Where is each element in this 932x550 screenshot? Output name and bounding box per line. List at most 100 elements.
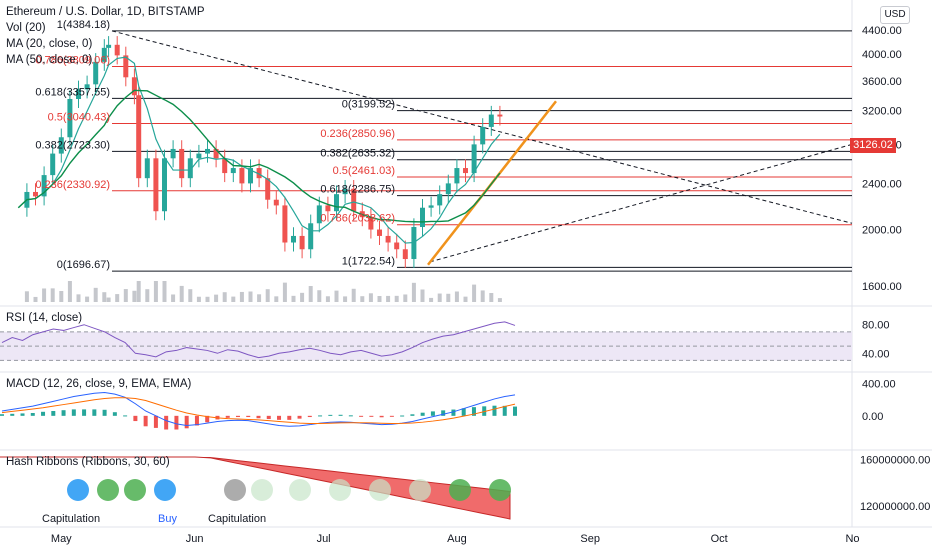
candle-body-43 — [377, 229, 382, 236]
hash-signal-4 — [224, 479, 246, 501]
candle-body-3 — [41, 175, 47, 197]
macd-hist-42 — [430, 411, 435, 416]
volume-bar-33 — [291, 295, 296, 302]
candle-body-45 — [394, 242, 400, 250]
macd-hist-27 — [277, 415, 282, 420]
hash-signal-11 — [489, 479, 511, 501]
macd-hist-2 — [20, 413, 25, 416]
volume-bar-18 — [162, 281, 167, 302]
price-tick-6: 4000.00 — [862, 49, 902, 61]
macd-hist-5 — [51, 411, 56, 416]
macd-hist-14 — [143, 415, 148, 427]
macd-hist-11 — [112, 412, 117, 416]
volume-bar-11 — [106, 297, 111, 302]
volume-bar-10 — [102, 292, 107, 302]
hash-signal-8 — [369, 479, 391, 501]
candle-body-31 — [273, 199, 279, 206]
price-tick-5: 3600.00 — [862, 76, 902, 88]
volume-bar-43 — [377, 296, 382, 302]
candle-body-10 — [101, 47, 107, 62]
time-tick-1: Jun — [186, 533, 204, 545]
macd-hist-46 — [471, 407, 476, 416]
volume-bar-3 — [42, 288, 47, 302]
candle-body-6 — [67, 98, 73, 138]
volume-bar-36 — [317, 290, 322, 302]
candle-body-42 — [368, 217, 374, 230]
indicator-vol[interactable]: Vol (20) — [6, 22, 46, 34]
time-tick-5: Oct — [711, 533, 728, 545]
fib-label-6: 0(1696.67) — [57, 259, 110, 271]
candle-body-51 — [445, 183, 451, 195]
candle-body-9 — [93, 61, 99, 85]
time-tick-3: Aug — [447, 533, 467, 545]
candle-body-49 — [428, 205, 434, 208]
fib-label-4: 0.382(2723.30) — [35, 139, 110, 151]
macd-hist-30 — [307, 415, 312, 418]
fib-labels: 1(4384.18) 0.786(3809.06) 0.618(3357.55) 0.… — [35, 19, 395, 271]
candle-body-57 — [497, 114, 503, 117]
fib-levels — [112, 30, 852, 272]
currency-button[interactable]: USD — [880, 6, 910, 24]
volume-bar-27 — [239, 291, 244, 302]
hash-ribbons-pane[interactable]: Capitulation Buy Capitulation 120000000.00 1… — [0, 454, 930, 525]
volume-bar-35 — [308, 286, 313, 302]
volume-bar-29 — [257, 294, 262, 302]
macd-line — [1, 391, 516, 427]
macd-hist-13 — [133, 415, 138, 422]
volume-bar-56 — [489, 293, 494, 302]
candle-body-2 — [33, 191, 38, 197]
volume-bar-4 — [50, 288, 55, 302]
volume-bar-41 — [360, 296, 365, 302]
macd-pane[interactable]: 0.00 400.00 — [0, 379, 896, 430]
downtrend-line — [111, 30, 853, 224]
price-candles[interactable] — [24, 36, 503, 269]
candle-body-20 — [179, 148, 185, 179]
hash-tick-0: 120000000.00 — [860, 501, 930, 513]
candle-body-30 — [265, 178, 271, 200]
chart-title: Ethereum / U.S. Dollar, 1D, BITSTAMP — [6, 6, 205, 18]
volume-bar-16 — [145, 289, 150, 302]
volume-bar-34 — [300, 292, 305, 302]
candle-body-12 — [114, 44, 120, 56]
hash-signal-5 — [251, 479, 273, 501]
macd-hist-40 — [410, 414, 415, 416]
time-tick-6: No — [845, 533, 859, 545]
macd-hist-43 — [441, 410, 446, 416]
fib-label-3: 0.5(3040.43) — [48, 112, 110, 124]
macd-title[interactable]: MACD (12, 26, close, 9, EMA, EMA) — [6, 378, 192, 390]
candle-body-7 — [76, 89, 81, 99]
candle-body-4 — [50, 153, 56, 176]
price-axis[interactable]: 1600.002000.002400.002800.003200.003600.… — [862, 25, 902, 293]
pane-separators — [0, 0, 932, 528]
volume-bar-8 — [85, 296, 90, 302]
indicator-ma50[interactable]: MA (50, close, 0) — [6, 54, 93, 66]
volume-bar-28 — [248, 291, 253, 302]
rsi-title[interactable]: RSI (14, close) — [6, 312, 83, 324]
macd-hist-6 — [61, 410, 66, 416]
hash-title[interactable]: Hash Ribbons (Ribbons, 30, 60) — [6, 456, 170, 468]
macd-hist-17 — [174, 415, 179, 430]
rsi-pane[interactable]: 40.00 80.00 — [0, 320, 890, 361]
macd-tick-0: 0.00 — [862, 411, 883, 423]
time-axis[interactable]: May Jun Jul Aug Sep Oct No — [51, 533, 860, 545]
fib-label-13: 1(1722.54) — [342, 255, 395, 267]
candle-body-54 — [471, 144, 477, 174]
candle-body-19 — [170, 148, 176, 159]
candle-body-55 — [480, 126, 486, 145]
candle-body-27 — [239, 168, 245, 184]
macd-hist-28 — [287, 415, 292, 420]
macd-hist-32 — [328, 414, 333, 416]
macd-hist-15 — [153, 415, 158, 428]
hash-signal-9 — [409, 479, 431, 501]
volume-bar-55 — [480, 290, 485, 302]
candle-body-23 — [205, 148, 210, 154]
volume-bar-13 — [123, 289, 128, 302]
candle-body-26 — [230, 168, 236, 174]
indicator-ma20[interactable]: MA (20, close, 0) — [6, 38, 93, 50]
volume-bar-39 — [343, 296, 348, 302]
ma20-line — [17, 56, 501, 244]
fib-label-2: 0.618(3357.55) — [35, 86, 110, 98]
macd-hist-0 — [0, 414, 4, 416]
time-tick-2: Jul — [317, 533, 331, 545]
